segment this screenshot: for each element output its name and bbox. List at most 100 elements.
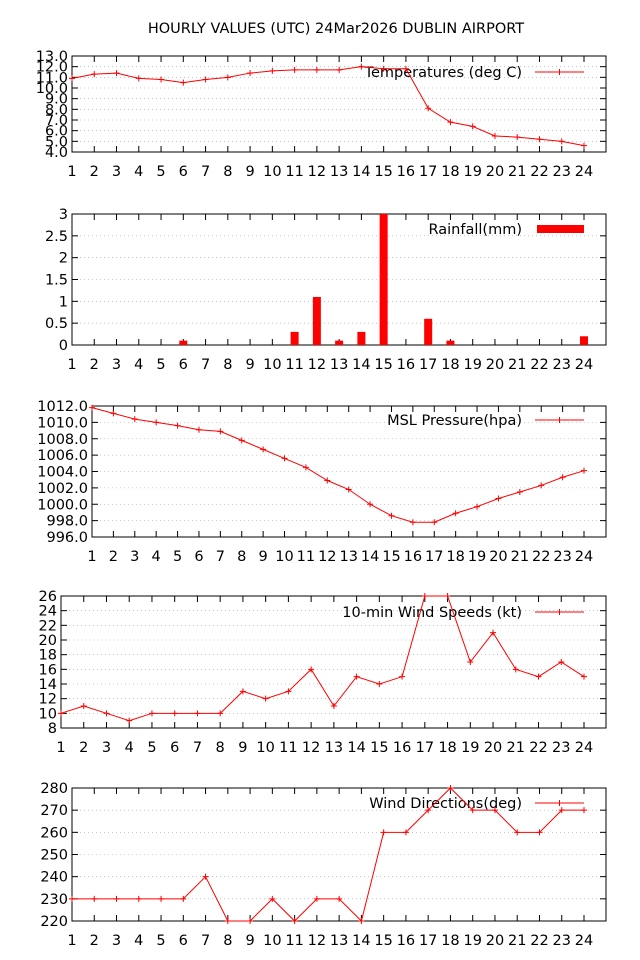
y-tick-label: 0 (59, 338, 68, 354)
x-tick-label: 20 (489, 549, 507, 565)
legend-marker (556, 417, 563, 423)
data-point (247, 70, 254, 77)
data-point (135, 895, 142, 902)
x-tick-label: 6 (179, 933, 188, 949)
y-tick-label: 250 (40, 848, 68, 864)
data-point (91, 71, 98, 78)
page-title: HOURLY VALUES (UTC) 24Mar2026 DUBLIN AIR… (148, 21, 524, 37)
data-point (388, 512, 395, 519)
x-tick-label: 15 (382, 549, 400, 565)
y-tick-label: 13.0 (36, 49, 68, 65)
y-tick-label: 2.5 (45, 229, 68, 245)
data-point (558, 138, 565, 145)
x-tick-label: 21 (507, 740, 525, 756)
x-tick-label: 2 (90, 357, 99, 373)
data-point (447, 119, 454, 126)
x-tick-label: 24 (575, 549, 593, 565)
x-tick-label: 18 (441, 357, 459, 373)
x-tick-label: 16 (397, 357, 415, 373)
data-point (514, 134, 521, 141)
y-tick-label: 10.0 (36, 81, 68, 97)
data-point (202, 76, 209, 83)
data-point (239, 688, 246, 695)
y-tick-label: 12 (39, 692, 57, 708)
data-point (80, 703, 87, 709)
data-point (113, 70, 120, 77)
x-tick-label: 6 (179, 164, 188, 180)
data-point (110, 410, 117, 417)
x-tick-label: 14 (347, 740, 365, 756)
data-point (380, 829, 387, 836)
x-tick-label: 2 (90, 933, 99, 949)
x-tick-label: 20 (486, 357, 504, 373)
data-point (194, 710, 201, 717)
y-tick-label: 2 (59, 251, 68, 267)
x-tick-label: 24 (575, 164, 593, 180)
x-tick-label: 2 (90, 164, 99, 180)
data-point (467, 659, 474, 665)
data-point (425, 807, 432, 814)
x-tick-label: 22 (532, 549, 550, 565)
x-tick-label: 9 (259, 549, 268, 565)
chart-panel-pressure: 996.0998.01000.01002.01004.01006.01008.0… (37, 399, 607, 565)
data-point (330, 703, 337, 709)
legend-label: MSL Pressure(hpa) (387, 413, 522, 429)
x-tick-label: 8 (223, 357, 232, 373)
data-point (217, 428, 224, 435)
x-tick-label: 8 (216, 740, 225, 756)
y-tick-label: 270 (40, 803, 68, 819)
y-tick-label: 11.0 (36, 70, 68, 86)
legend-marker (556, 609, 563, 615)
data-point (174, 422, 181, 429)
data-point (558, 807, 565, 814)
data-point (516, 488, 523, 495)
data-point (495, 495, 502, 502)
data-point (313, 895, 320, 902)
x-tick-label: 5 (156, 357, 165, 373)
data-point (302, 464, 309, 471)
data-point (514, 829, 521, 836)
data-point (358, 63, 365, 70)
x-tick-label: 21 (511, 549, 529, 565)
x-tick-label: 18 (446, 549, 464, 565)
x-tick-label: 20 (486, 933, 504, 949)
x-tick-label: 12 (308, 357, 326, 373)
data-point (269, 67, 276, 74)
y-tick-label: 6.0 (45, 124, 68, 140)
data-point (353, 673, 360, 680)
data-point (247, 918, 254, 924)
data-point (535, 673, 542, 680)
data-point (345, 486, 352, 493)
y-tick-label: 5.0 (45, 134, 68, 150)
x-tick-label: 21 (508, 933, 526, 949)
x-tick-label: 8 (223, 933, 232, 949)
data-point (336, 66, 343, 73)
x-tick-label: 9 (245, 164, 254, 180)
data-point (581, 467, 587, 474)
data-point (285, 688, 292, 695)
x-tick-label: 3 (130, 549, 139, 565)
data-point (69, 895, 75, 902)
series-line (72, 787, 584, 922)
y-tick-label: 8.0 (45, 102, 68, 118)
x-tick-label: 7 (201, 164, 210, 180)
data-point (536, 136, 543, 143)
data-point (409, 519, 416, 526)
legend-label: 10-min Wind Speeds (kt) (342, 605, 522, 621)
data-point (91, 895, 98, 902)
x-tick-label: 23 (552, 740, 570, 756)
x-tick-label: 1 (67, 164, 76, 180)
x-tick-label: 5 (156, 933, 165, 949)
data-point (171, 710, 178, 717)
x-tick-label: 10 (263, 357, 281, 373)
y-tick-label: 280 (40, 781, 68, 797)
data-point (291, 66, 298, 73)
data-point (447, 785, 454, 791)
data-point (538, 482, 545, 489)
y-tick-label: 1.5 (45, 273, 68, 289)
x-tick-label: 20 (486, 164, 504, 180)
x-tick-label: 21 (508, 164, 526, 180)
y-tick-label: 12.0 (36, 60, 68, 76)
data-point (536, 829, 543, 836)
data-point (421, 593, 428, 599)
